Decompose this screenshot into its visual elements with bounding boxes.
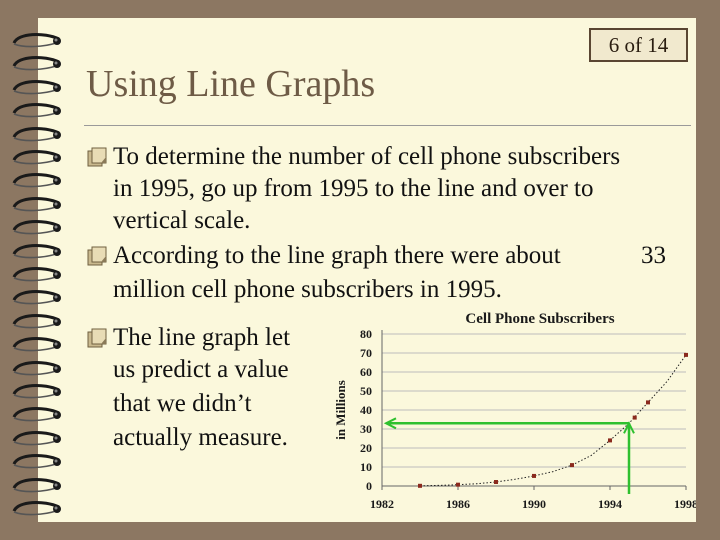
spiral-ring: [12, 477, 61, 492]
bullet-1-line-2: in 1995, go up from 1995 to the line and…: [113, 175, 594, 202]
title-divider: [84, 125, 691, 126]
y-tick-label: 50: [360, 384, 372, 398]
page-flip-icon: [87, 246, 107, 266]
bullet-1-line-3: vertical scale.: [113, 207, 251, 234]
spiral-ring: [12, 407, 61, 422]
data-point: [684, 352, 688, 357]
data-point: [494, 480, 498, 485]
spiral-ring: [12, 290, 61, 305]
bullet-3-line-1: The line graph let: [113, 324, 291, 351]
spiral-ring: [12, 313, 61, 329]
chart-title: Cell Phone Subscribers: [465, 311, 614, 327]
spiral-ring: [12, 196, 61, 212]
spiral-ring: [12, 33, 61, 48]
page-flip-icon: [87, 147, 107, 167]
spiral-ring: [12, 501, 61, 516]
x-tick-label: 1986: [446, 497, 470, 511]
slide-title: Using Line Graphs: [86, 63, 376, 105]
page-flip-icon: [87, 328, 107, 348]
spiral-ring: [12, 360, 61, 375]
y-tick-label: 60: [360, 365, 372, 379]
spiral-ring: [12, 150, 61, 165]
data-point: [418, 483, 422, 488]
data-point: [532, 473, 536, 478]
data-point: [632, 415, 637, 420]
guide-left-arrow: [383, 417, 397, 430]
slide-page: [38, 18, 696, 522]
y-tick-label: 40: [360, 403, 372, 417]
spiral-ring: [12, 173, 61, 188]
series-line: [419, 354, 687, 487]
subscriber-estimate: 33: [641, 242, 666, 269]
spiral-ring: [12, 79, 61, 95]
bullet-3-line-4: actually measure.: [113, 424, 288, 451]
bullet-3-line-2: us predict a value: [113, 356, 289, 383]
data-point: [456, 482, 460, 487]
y-tick-label: 30: [360, 422, 372, 436]
bullet-2-line-1: According to the line graph there were a…: [113, 242, 561, 269]
spiral-ring: [12, 430, 61, 446]
spiral-ring: [12, 267, 61, 282]
page-indicator: 6 of 14: [589, 28, 688, 62]
x-tick-label: 1998: [674, 497, 696, 511]
y-axis-label: in Millions: [333, 380, 348, 440]
y-tick-label: 20: [360, 441, 372, 455]
spiral-ring: [12, 384, 61, 399]
spiral-ring: [12, 126, 61, 141]
y-tick-label: 80: [360, 327, 372, 341]
bullet-1-line-1: To determine the number of cell phone su…: [113, 143, 621, 170]
cell-phone-subscribers-chart: Cell Phone Subscribers in Millions 0 10 20 30…: [333, 311, 696, 511]
data-point: [646, 400, 650, 405]
bullet-2-line-2: million cell phone subscribers in 1995.: [113, 276, 502, 303]
spiral-ring: [12, 243, 61, 258]
x-tick-label: 1982: [370, 497, 394, 511]
spiral-ring: [12, 337, 61, 352]
y-tick-label: 70: [360, 346, 372, 360]
data-point: [608, 438, 612, 443]
spiral-ring: [12, 103, 61, 118]
data-point: [570, 463, 574, 468]
y-tick-label: 0: [366, 479, 372, 493]
spiral-ring: [12, 220, 61, 235]
x-tick-label: 1990: [522, 497, 546, 511]
x-tick-label: 1994: [598, 497, 622, 511]
bullet-3-line-3: that we didn’t: [113, 390, 252, 417]
spiral-ring: [12, 454, 61, 469]
spiral-ring: [12, 56, 61, 71]
y-tick-label: 10: [360, 460, 372, 474]
